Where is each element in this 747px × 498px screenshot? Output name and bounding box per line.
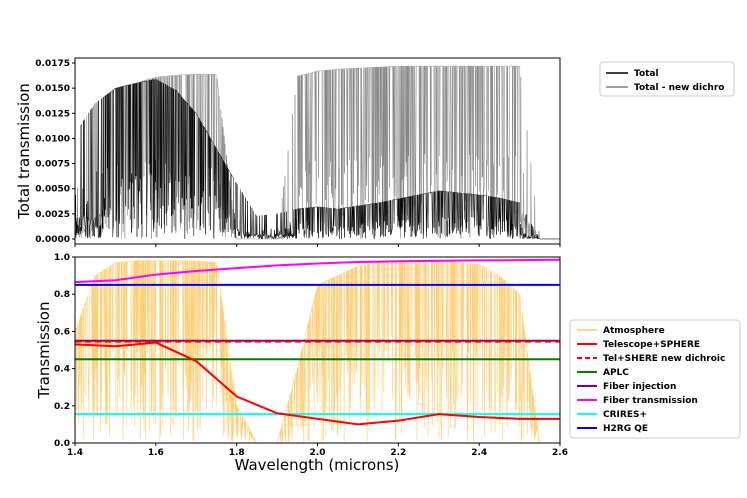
legend-label-fiber-injection: Fiber injection (603, 382, 676, 392)
top-plot-area (74, 65, 560, 240)
bottom-panel: 0.0 0.2 0.4 0.6 0.8 1.0 1.4 1.6 1.8 2.0 2.2 2.4 2.6… (35, 244, 568, 474)
legend-label-total: Total (634, 69, 659, 79)
bottom-y-tick-label: 1.0 (54, 253, 70, 263)
legend-label-crires: CRIRES+ (603, 410, 647, 420)
x-tick-label: 2.2 (390, 448, 406, 458)
legend-label-aplc: APLC (603, 368, 629, 378)
top-y-tick-label: 0.0000 (35, 235, 70, 245)
series-line-total (74, 79, 560, 240)
top-legend-box (599, 61, 735, 97)
top-y-axis-label: Total transmission (15, 83, 33, 220)
top-y-tick-label: 0.0150 (35, 84, 70, 94)
legend-label-fiber-transmission: Fiber transmission (603, 396, 698, 406)
legend-label-atmosphere: Atmosphere (603, 326, 665, 336)
bottom-plot-area (74, 258, 561, 444)
top-y-tick-label: 0.0075 (35, 160, 70, 170)
top-y-tick-label: 0.0100 (35, 134, 70, 144)
series-line-telescope-sphere (74, 341, 560, 426)
x-tick-label: 1.8 (229, 448, 245, 458)
top-legend: Total Total - new dichro (599, 61, 735, 97)
bottom-legend-box (569, 319, 741, 439)
bottom-y-tick-label: 0.4 (54, 365, 70, 375)
series-line-total-new-dichro (74, 65, 560, 240)
x-tick-label: 1.6 (148, 448, 164, 458)
legend-label-total-new-dichro: Total - new dichro (634, 83, 724, 93)
bottom-x-ticks: 1.4 1.6 1.8 2.0 2.2 2.4 2.6 (67, 244, 568, 458)
top-y-tick-label: 0.0125 (35, 109, 70, 119)
top-y-ticks: 0.0000 0.0025 0.0050 0.0075 0.0100 0.0125 0.01… (35, 59, 75, 245)
top-panel: 0.0000 0.0025 0.0050 0.0075 0.0100 0.0125 0.01… (15, 57, 561, 245)
series-line-atmosphere (74, 260, 560, 444)
top-y-tick-label: 0.0050 (35, 185, 70, 195)
bottom-y-tick-label: 0.6 (54, 327, 70, 337)
x-tick-label: 2.6 (552, 448, 568, 458)
top-y-tick-label: 0.0025 (35, 210, 70, 220)
bottom-y-ticks: 0.0 0.2 0.4 0.6 0.8 1.0 (54, 253, 75, 449)
bottom-y-tick-label: 0.0 (54, 439, 70, 449)
bottom-y-tick-label: 0.8 (54, 290, 70, 300)
legend-label-h2rg-qe: H2RG QE (603, 424, 648, 434)
bottom-y-axis-label: Transmission (35, 302, 53, 400)
series-line-fiber-transmission (74, 258, 561, 284)
x-axis-label: Wavelength (microns) (235, 456, 400, 474)
x-tick-label: 2.0 (310, 448, 326, 458)
top-y-tick-label: 0.0175 (35, 59, 70, 69)
legend-label-telescope-sphere: Telescope+SPHERE (603, 340, 700, 350)
bottom-y-tick-label: 0.2 (54, 402, 70, 412)
x-tick-label: 2.4 (471, 448, 487, 458)
legend-label-tel-shere-new-dichroic: Tel+SHERE new dichroic (603, 354, 725, 364)
bottom-legend: Atmosphere Telescope+SPHERE Tel+SHERE ne… (569, 319, 741, 439)
x-tick-label: 1.4 (67, 448, 83, 458)
